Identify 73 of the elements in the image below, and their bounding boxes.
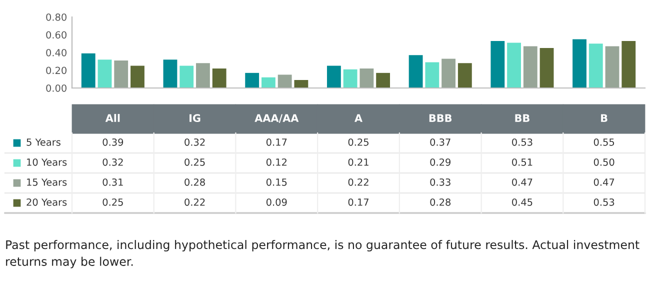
data-label: 0.32 xyxy=(184,138,205,146)
bar xyxy=(180,66,194,88)
y-tick-label: 0.00 xyxy=(46,84,66,92)
bar xyxy=(376,72,390,88)
data-label: 0.31 xyxy=(102,178,123,186)
legend-label: 20 Years xyxy=(26,198,67,206)
data-label: 0.22 xyxy=(184,198,205,206)
data-label: 0.45 xyxy=(512,198,532,206)
data-label: 0.12 xyxy=(266,158,286,166)
bar xyxy=(81,53,96,88)
bar xyxy=(425,62,440,88)
y-tick-label: 0.80 xyxy=(46,13,66,21)
y-tick-label: 0.60 xyxy=(46,31,66,39)
data-label: 0.17 xyxy=(266,138,287,146)
bar xyxy=(622,40,636,88)
x-tick-label: A xyxy=(354,114,362,122)
bar xyxy=(163,60,178,88)
x-tick-label: B xyxy=(601,114,608,122)
bar xyxy=(442,58,456,88)
bar xyxy=(196,63,210,88)
bar xyxy=(343,69,358,88)
data-label: 0.33 xyxy=(430,178,450,186)
bar xyxy=(262,77,276,88)
data-label: 0.47 xyxy=(594,178,614,186)
data-label: 0.53 xyxy=(512,138,532,146)
data-label: 0.25 xyxy=(102,198,123,206)
data-label: 0.50 xyxy=(594,158,614,166)
bar xyxy=(212,68,226,88)
x-tick-label: All xyxy=(105,114,120,122)
bar xyxy=(360,68,374,88)
x-tick-label: IG xyxy=(190,114,200,122)
bar xyxy=(605,46,620,88)
x-tick-label: BBB xyxy=(429,114,452,122)
legend-label: 5 Years xyxy=(26,138,60,146)
data-label: 0.29 xyxy=(430,158,450,166)
data-label: 0.32 xyxy=(102,158,123,166)
bar xyxy=(408,55,423,88)
bar xyxy=(326,66,341,88)
bar xyxy=(490,40,505,88)
bar xyxy=(130,66,144,88)
data-label: 0.53 xyxy=(594,198,614,206)
data-label: 0.28 xyxy=(184,178,205,186)
bar xyxy=(540,48,554,88)
data-label: 0.25 xyxy=(184,158,205,166)
legend-label: 10 Years xyxy=(27,158,67,166)
bar xyxy=(507,42,521,88)
bar xyxy=(245,72,260,88)
data-label: 0.51 xyxy=(512,158,532,166)
data-label: 0.21 xyxy=(348,158,368,166)
bar xyxy=(588,44,603,88)
data-label: 0.47 xyxy=(512,178,532,186)
data-label: 0.39 xyxy=(102,138,124,146)
data-label: 0.25 xyxy=(348,138,368,146)
bar xyxy=(278,74,292,88)
data-label: 0.15 xyxy=(266,178,287,186)
legend-label: 15 Years xyxy=(27,178,67,186)
data-label: 0.37 xyxy=(430,138,450,146)
bar xyxy=(572,39,586,88)
bar xyxy=(114,60,128,88)
data-label: 0.17 xyxy=(348,198,368,206)
bar xyxy=(294,80,308,88)
y-tick-label: 0.20 xyxy=(46,66,66,74)
data-label: 0.09 xyxy=(266,198,287,206)
bar xyxy=(458,63,472,88)
x-tick-label: BB xyxy=(515,114,530,122)
data-label: 0.55 xyxy=(594,138,614,146)
bar xyxy=(523,46,538,88)
bar xyxy=(98,60,112,88)
x-tick-label: AAA/AA xyxy=(254,114,299,123)
data-label: 0.28 xyxy=(430,198,451,206)
y-tick-label: 0.40 xyxy=(46,48,66,56)
text: Past performance, including hypothetical performance, is no guarantee of future results. Actual investment returns may be lower. xyxy=(6,240,640,268)
data-label: 0.22 xyxy=(348,178,368,186)
